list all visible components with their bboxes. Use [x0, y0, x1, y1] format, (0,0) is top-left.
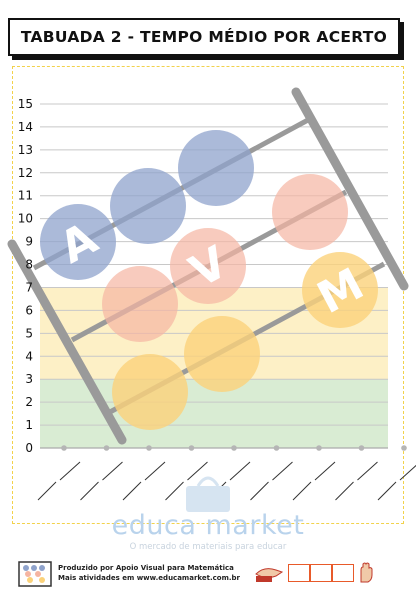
score-box-2 — [310, 564, 332, 582]
x-slot[interactable] — [335, 461, 378, 501]
bead-blue-1 — [40, 204, 116, 280]
shopping-bag-icon — [186, 476, 230, 512]
bead-pink-1 — [102, 266, 178, 342]
y-tick-label: 13 — [18, 143, 33, 157]
footer-credit: Produzido por Apoio Visual para Matemáti… — [18, 561, 240, 587]
score-box-1 — [288, 564, 310, 582]
footer-line-2: Mais atividades em www.educamarket.com.b… — [58, 574, 240, 582]
x-slot[interactable] — [292, 461, 336, 501]
y-tick-label: 1 — [25, 418, 33, 432]
y-tick-label: 4 — [25, 349, 33, 363]
title-box: TABUADA 2 - TEMPO MÉDIO POR ACERTO — [8, 18, 400, 56]
y-tick-label: 0 — [25, 441, 33, 455]
x-slot[interactable] — [37, 461, 81, 501]
x-slot[interactable] — [377, 462, 416, 501]
page-title: TABUADA 2 - TEMPO MÉDIO POR ACERTO — [20, 28, 388, 46]
chart-frame — [12, 66, 404, 524]
abacus-frame-left — [7, 239, 127, 445]
data-point — [316, 445, 322, 451]
brand-name: educa market — [111, 510, 305, 541]
raised-hand-icon — [360, 562, 373, 583]
abacus-logo-icon — [18, 561, 52, 587]
data-point — [146, 445, 152, 451]
data-point — [358, 445, 365, 451]
data-point — [231, 445, 237, 451]
bead-yellow-2 — [184, 316, 260, 392]
y-tick-label: 12 — [18, 166, 33, 180]
y-tick-label: 10 — [18, 212, 33, 226]
abacus-watermark: A V M — [7, 87, 409, 445]
y-tick-label: 2 — [25, 395, 33, 409]
y-tick-label: 15 — [18, 97, 33, 111]
x-slot[interactable] — [250, 461, 293, 501]
x-slot[interactable] — [165, 461, 208, 501]
y-tick-label: 14 — [18, 120, 33, 134]
y-tick-label: 9 — [25, 235, 33, 249]
data-point — [103, 445, 110, 451]
y-tick-label: 7 — [25, 280, 33, 294]
footer-line-1: Produzido por Apoio Visual para Matemáti… — [58, 564, 234, 572]
bead-yellow-1 — [112, 354, 188, 430]
x-slot[interactable] — [122, 461, 166, 501]
pointing-hand-icon — [255, 568, 284, 582]
y-tick-label: 8 — [25, 258, 33, 272]
bead-pink-3 — [272, 174, 348, 250]
y-tick-label: 11 — [18, 189, 33, 203]
data-point — [61, 445, 67, 451]
x-slot[interactable] — [80, 461, 123, 501]
bead-pink-2 — [170, 228, 246, 304]
bead-yellow-3 — [302, 252, 378, 328]
brand-tagline: O mercado de materiais para educar — [129, 542, 287, 552]
data-point — [401, 445, 407, 451]
data-point — [188, 445, 195, 451]
data-point — [273, 445, 280, 451]
data-points — [61, 445, 407, 451]
score-strip — [254, 562, 378, 584]
score-box-3 — [332, 564, 354, 582]
bead-blue-3 — [178, 130, 254, 206]
abacus-frame-right — [291, 87, 409, 291]
bead-blue-2 — [110, 168, 186, 244]
y-tick-label: 6 — [25, 303, 33, 317]
y-tick-label: 5 — [25, 326, 33, 340]
y-tick-label: 3 — [25, 372, 33, 386]
